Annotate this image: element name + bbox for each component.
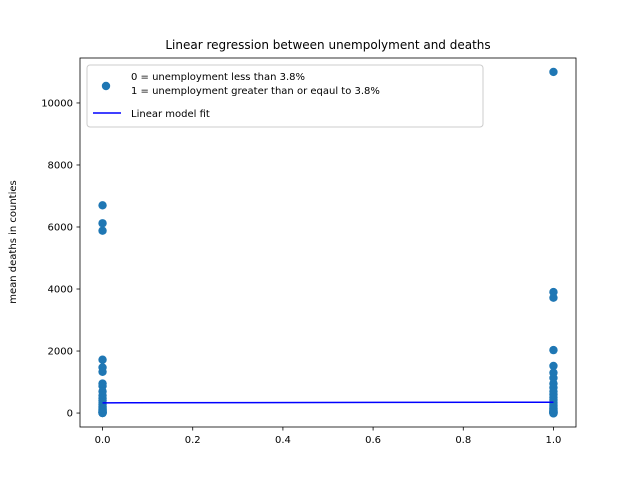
scatter-point	[98, 219, 107, 228]
scatter-point	[98, 355, 107, 364]
y-tick-label: 8000	[48, 160, 73, 171]
y-tick-label: 6000	[48, 222, 73, 233]
scatter-point	[549, 67, 558, 77]
scatter-point	[98, 408, 107, 418]
scatter-point	[98, 201, 107, 210]
scatter-point	[98, 226, 107, 235]
scatter-point	[549, 293, 558, 302]
scatter-point	[98, 367, 107, 377]
regression-line	[102, 401, 554, 404]
scatter-point	[549, 409, 558, 418]
scatter-point	[549, 361, 558, 371]
x-tick-label: 0.0	[95, 435, 111, 446]
x-tick-label: 0.4	[275, 435, 291, 446]
legend-label-line: Linear model fit	[131, 109, 210, 120]
y-tick-label: 2000	[48, 347, 73, 358]
chart-title: Linear regression between unempolyment a…	[165, 38, 490, 52]
legend-marker-scatter	[101, 81, 111, 91]
legend-box	[86, 64, 484, 128]
legend: 0 = unemployment less than 3.8% 1 = unemp…	[86, 64, 484, 128]
y-axis-label: mean deaths in counties	[8, 180, 19, 303]
scatter-point	[549, 345, 558, 355]
y-axis-ticks: 0 2000 4000 6000 8000 10000	[41, 98, 80, 420]
y-tick-label: 4000	[48, 285, 73, 296]
legend-label-scatter: 0 = unemployment less than 3.8%	[131, 72, 305, 83]
x-tick-label: 0.8	[455, 435, 471, 446]
x-tick-label: 0.6	[365, 435, 381, 446]
legend-label-scatter: 1 = unemployment greater than or eqaul t…	[131, 86, 380, 97]
x-tick-label: 1.0	[546, 435, 562, 446]
x-tick-label: 0.2	[185, 435, 201, 446]
x-axis-ticks: 0.0 0.2 0.4 0.6 0.8 1.0	[95, 427, 562, 446]
y-tick-label: 0	[67, 409, 73, 420]
series-layer	[98, 67, 558, 418]
y-tick-label: 10000	[41, 98, 73, 109]
